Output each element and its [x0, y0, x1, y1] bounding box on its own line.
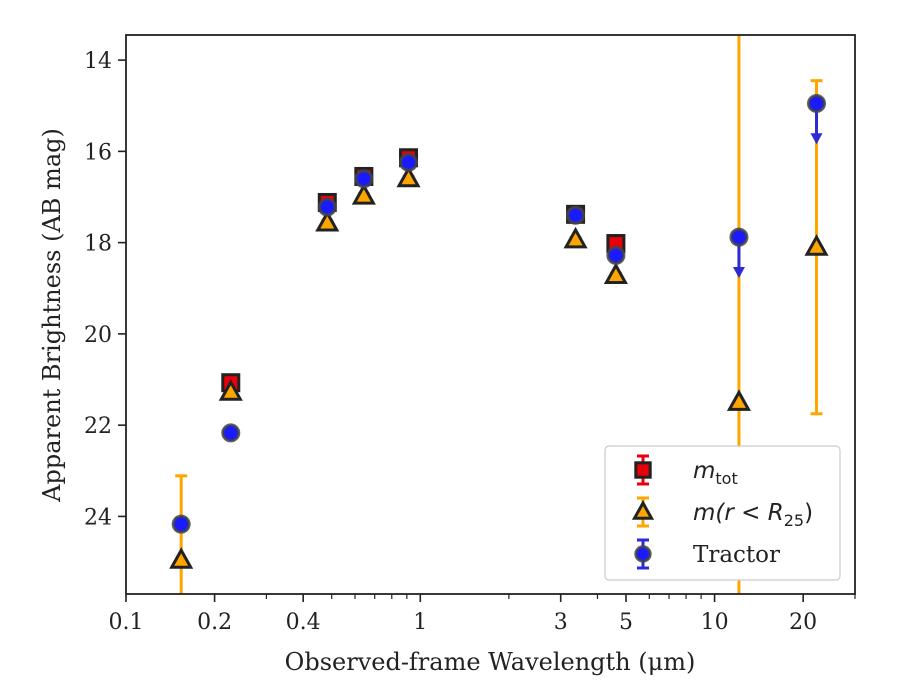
y-tick-label-0: 14 — [84, 49, 112, 74]
legend: mtot m(r < R25) Tractor — [604, 445, 841, 581]
legend-keys — [631, 454, 655, 570]
tractor-point-2 — [317, 197, 337, 217]
y-tick-label-5: 24 — [84, 505, 112, 530]
tractor-point-8 — [807, 93, 827, 113]
x-tick-label-5: 5 — [619, 610, 633, 635]
legend-m-r25-main: m — [693, 500, 715, 526]
y-tick-label-4: 22 — [84, 414, 112, 439]
m_r25-point-2 — [315, 209, 340, 232]
legend-label-m-tot: mtot — [693, 458, 738, 488]
x-tick-label-2: 0.4 — [286, 610, 321, 635]
y-tick-label-2: 18 — [84, 232, 112, 257]
legend-box — [604, 445, 841, 581]
legend-marker-m_tot — [634, 461, 652, 479]
m_r25-point-8 — [804, 234, 829, 256]
tractor-limit-arrow-7 — [732, 266, 745, 278]
legend-m-tot-main: m — [693, 458, 715, 484]
data-markers — [169, 93, 829, 569]
m_r25-point-1 — [218, 379, 243, 401]
legend-m-tot-sub: tot — [715, 469, 737, 488]
tractor-point-5 — [566, 205, 586, 225]
m_r25-point-3 — [351, 183, 376, 205]
legend-label-tractor: Tractor — [693, 542, 780, 568]
m_r25-point-4 — [396, 165, 421, 188]
tractor-point-3 — [354, 169, 374, 189]
y-tick-label-1: 16 — [84, 140, 112, 165]
legend-m-r25-close: ) — [804, 500, 813, 526]
tractor-limit-arrow-8 — [810, 133, 823, 145]
legend-marker-m_r25 — [631, 499, 655, 520]
x-tick-label-7: 20 — [789, 610, 817, 635]
x-tick-label-1: 0.2 — [197, 610, 232, 635]
x-axis-label: Observed-frame Wavelength (μm) — [285, 648, 696, 676]
tractor-point-7 — [729, 227, 749, 247]
legend-m-r25-after: (r < R — [715, 500, 783, 526]
x-tick-label-6: 10 — [701, 610, 729, 635]
y-tick-label-3: 20 — [84, 323, 112, 348]
y-axis-label: Apparent Brightness (AB mag) — [38, 128, 66, 503]
y-axis-ticks: 14 16 18 20 22 24 — [84, 49, 126, 530]
legend-label-m-r25: m(r < R25) — [693, 500, 813, 530]
x-axis-ticks: 0.1 0.2 0.4 1 3 5 10 20 — [109, 594, 856, 635]
m_r25-point-7 — [726, 389, 752, 411]
m_r25-point-6 — [603, 262, 628, 284]
tractor-point-1 — [221, 423, 241, 443]
tractor-point-0 — [171, 514, 191, 534]
x-tick-label-0: 0.1 — [109, 610, 144, 635]
m_r25-point-5 — [563, 226, 588, 249]
x-tick-label-3: 1 — [413, 610, 427, 635]
x-tick-label-4: 3 — [554, 610, 568, 635]
tractor-point-4 — [399, 152, 419, 172]
legend-m-r25-sub: 25 — [784, 511, 804, 530]
tractor-point-6 — [606, 245, 626, 265]
m_r25-point-0 — [169, 547, 194, 569]
plot-frame — [125, 34, 856, 595]
legend-marker-tractor — [634, 545, 652, 563]
